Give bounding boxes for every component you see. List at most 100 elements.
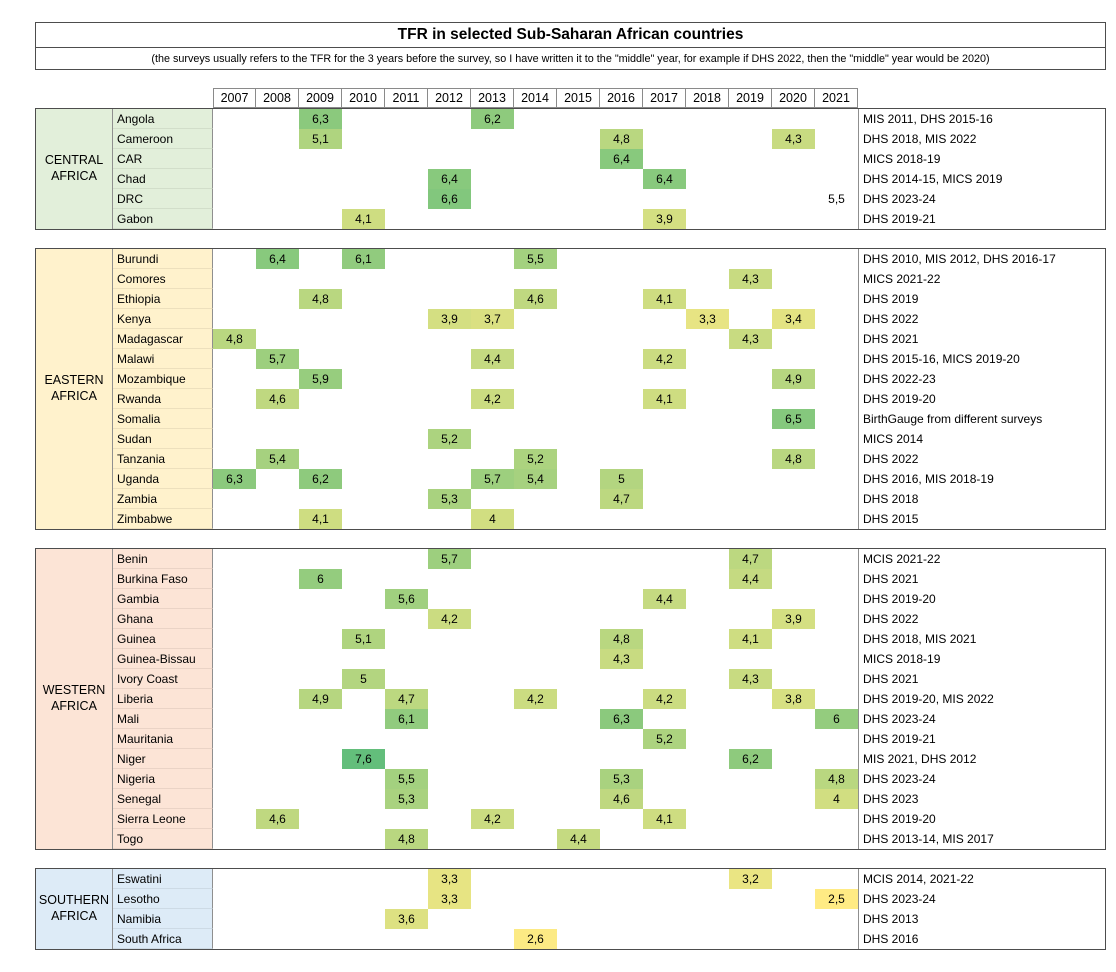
empty-cell — [686, 709, 729, 729]
empty-cell — [299, 209, 342, 229]
empty-cell — [686, 169, 729, 189]
empty-cell — [471, 669, 514, 689]
empty-cell — [815, 929, 858, 949]
empty-cell — [729, 289, 772, 309]
empty-cell — [256, 669, 299, 689]
empty-cell — [256, 689, 299, 709]
empty-cell — [815, 449, 858, 469]
tfr-value-cell: 5,5 — [385, 769, 428, 789]
empty-cell — [342, 309, 385, 329]
empty-cell — [342, 149, 385, 169]
survey-source: DHS 2016 — [858, 929, 1105, 949]
empty-cell — [428, 349, 471, 369]
empty-cell — [772, 649, 815, 669]
empty-cell — [342, 929, 385, 949]
tfr-value-cell: 5,5 — [828, 192, 845, 206]
empty-cell — [772, 389, 815, 409]
empty-cell — [299, 549, 342, 569]
empty-cell — [815, 349, 858, 369]
year-header-2021: 2021 — [815, 88, 858, 108]
empty-cell — [514, 309, 557, 329]
empty-cell — [256, 709, 299, 729]
empty-cell — [772, 589, 815, 609]
empty-cell — [557, 489, 600, 509]
empty-cell — [557, 209, 600, 229]
empty-cell — [643, 549, 686, 569]
empty-cell — [772, 349, 815, 369]
empty-cell — [385, 569, 428, 589]
empty-cell — [256, 829, 299, 849]
empty-cell — [772, 889, 815, 909]
empty-cell — [213, 109, 256, 129]
empty-cell — [213, 169, 256, 189]
survey-source: DHS 2021 — [858, 569, 1105, 589]
empty-cell — [213, 309, 256, 329]
empty-cell — [428, 709, 471, 729]
country-label: Burkina Faso — [113, 569, 213, 589]
empty-cell — [600, 429, 643, 449]
empty-cell — [256, 109, 299, 129]
empty-cell — [428, 129, 471, 149]
empty-cell — [471, 689, 514, 709]
empty-cell — [471, 649, 514, 669]
tfr-value-cell: 3,3 — [428, 869, 471, 889]
empty-cell — [686, 729, 729, 749]
tfr-value-cell: 6,4 — [643, 169, 686, 189]
empty-cell — [256, 649, 299, 669]
country-label: Liberia — [113, 689, 213, 709]
tfr-value-cell: 4,8 — [213, 329, 256, 349]
empty-cell — [385, 349, 428, 369]
empty-cell — [815, 629, 858, 649]
tfr-value-cell: 4,3 — [772, 129, 815, 149]
empty-cell — [600, 349, 643, 369]
empty-cell — [686, 549, 729, 569]
empty-cell — [213, 929, 256, 949]
tfr-value-cell: 4,2 — [514, 689, 557, 709]
year-header-2011: 2011 — [385, 88, 428, 108]
empty-cell — [256, 749, 299, 769]
empty-cell — [772, 569, 815, 589]
empty-cell — [815, 749, 858, 769]
empty-cell — [213, 749, 256, 769]
empty-cell — [213, 769, 256, 789]
empty-cell — [643, 909, 686, 929]
empty-cell — [299, 769, 342, 789]
tfr-value-cell: 6,1 — [342, 249, 385, 269]
empty-cell — [729, 829, 772, 849]
empty-cell — [815, 869, 858, 889]
empty-cell — [600, 109, 643, 129]
empty-cell — [643, 449, 686, 469]
empty-cell — [299, 649, 342, 669]
survey-source: DHS 2019-20 — [858, 389, 1105, 409]
survey-source: DHS 2023-24 — [858, 709, 1105, 729]
empty-cell — [299, 589, 342, 609]
tfr-value-cell: 3,2 — [729, 869, 772, 889]
empty-cell — [256, 889, 299, 909]
tfr-value-cell: 5,7 — [428, 549, 471, 569]
empty-cell — [772, 169, 815, 189]
empty-cell — [600, 209, 643, 229]
empty-cell — [299, 489, 342, 509]
empty-cell — [428, 629, 471, 649]
empty-cell — [600, 729, 643, 749]
empty-cell — [471, 329, 514, 349]
year-header-2007: 2007 — [213, 88, 256, 108]
empty-cell — [471, 429, 514, 449]
survey-source: DHS 2019 — [858, 289, 1105, 309]
survey-source: MICS 2021-22 — [858, 269, 1105, 289]
empty-cell — [557, 589, 600, 609]
empty-cell — [600, 549, 643, 569]
empty-cell — [299, 909, 342, 929]
tfr-value-cell: 6,4 — [428, 169, 471, 189]
tfr-value-cell: 4 — [815, 789, 858, 809]
empty-cell — [557, 629, 600, 649]
empty-cell — [643, 769, 686, 789]
empty-cell — [428, 749, 471, 769]
empty-cell — [557, 309, 600, 329]
empty-cell — [385, 249, 428, 269]
empty-cell — [342, 329, 385, 349]
empty-cell — [686, 869, 729, 889]
year-header-row: 2007 2008 2009 2010 2011 2012 2013 2014 2015 2016… — [213, 88, 1104, 108]
empty-cell — [428, 409, 471, 429]
tfr-value-cell: 4,9 — [772, 369, 815, 389]
